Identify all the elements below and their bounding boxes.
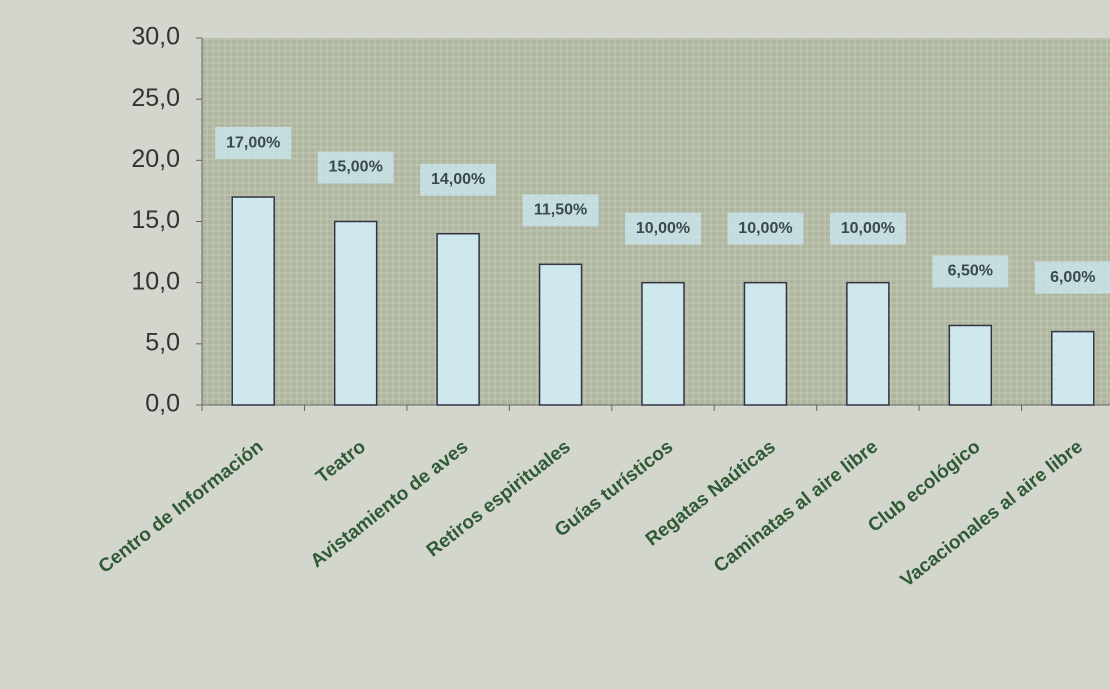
- y-tick-label: 25,0: [131, 84, 180, 112]
- y-tick-label: 10,0: [131, 267, 180, 295]
- value-label: 10,00%: [636, 220, 690, 237]
- bar: [846, 281, 890, 406]
- value-label-box: [625, 212, 701, 245]
- bar: [333, 220, 378, 406]
- value-label: 17,00%: [226, 134, 280, 151]
- value-label-box: [317, 151, 394, 184]
- value-label: 10,00%: [738, 220, 792, 237]
- value-label: 6,00%: [1050, 269, 1095, 286]
- y-tick-label: 20,0: [131, 145, 180, 173]
- value-label: 11,50%: [534, 202, 587, 219]
- value-label-box: [932, 255, 1009, 288]
- value-label: 15,00%: [329, 159, 383, 176]
- y-tick-label: 0,0: [145, 390, 180, 418]
- value-label-box: [215, 127, 292, 160]
- bar: [1051, 330, 1095, 406]
- y-tick-label: 15,0: [131, 206, 180, 234]
- bar: [538, 263, 583, 406]
- bar: [743, 281, 788, 406]
- value-label-box: [829, 212, 906, 245]
- y-tick-label: 5,0: [145, 328, 180, 356]
- value-label-box: [727, 212, 804, 245]
- value-label: 14,00%: [431, 171, 485, 188]
- value-label-box: [1034, 261, 1110, 294]
- value-label-box: [420, 163, 497, 196]
- y-tick-label: 30,0: [131, 23, 180, 51]
- bar: [231, 196, 275, 406]
- value-label: 10,00%: [841, 220, 895, 237]
- bar: [641, 281, 685, 406]
- value-label: 6,50%: [948, 263, 993, 280]
- value-label-box: [522, 194, 599, 227]
- bar: [436, 232, 480, 406]
- bar: [948, 324, 993, 406]
